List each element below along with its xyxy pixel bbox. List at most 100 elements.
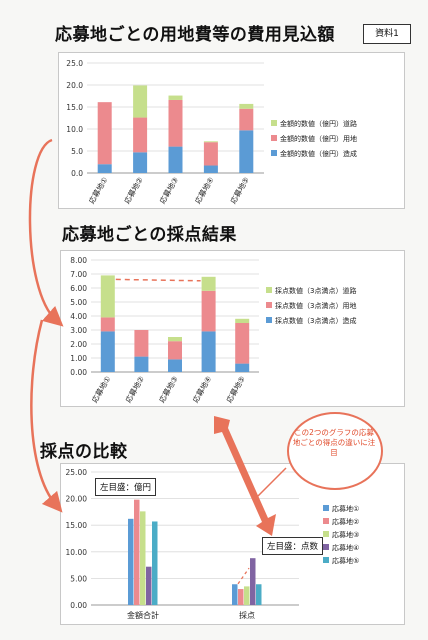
bar-segment — [168, 146, 183, 173]
legend-label: 応募地③ — [332, 530, 359, 539]
y-tick-label: 4.00 — [70, 312, 87, 321]
bar-segment — [235, 318, 250, 323]
legend-swatch — [271, 120, 277, 126]
y-tick-label: 5.0 — [71, 147, 83, 156]
bar-segment — [134, 356, 149, 372]
page-title-score: 応募地ごとの採点結果 — [62, 225, 237, 245]
cost-chart-panel: 0.0 5.0 10.0 15.0 20.0 25.0 応募地① 応募地② 応募地③ 応募地④ 応募… — [58, 52, 405, 209]
bar-segment — [168, 99, 183, 147]
bar-segment — [201, 331, 216, 372]
legend-swatch — [266, 302, 272, 308]
bar — [146, 566, 152, 605]
legend-label: 応募地⑤ — [332, 556, 359, 565]
bar-segment — [235, 363, 250, 372]
legend-swatch — [271, 135, 277, 141]
bar-segment — [133, 85, 148, 118]
bar-segment — [97, 164, 112, 173]
legend-label: 金額的数値（億円）道路 — [280, 119, 357, 128]
y-tick-label: 25.0 — [66, 59, 83, 68]
legend-swatch — [323, 544, 329, 550]
legend-label: 金額的数値（億円）用地 — [280, 134, 357, 143]
bar-segment — [168, 359, 182, 372]
legend-label: 金額的数値（億円）造成 — [280, 149, 357, 158]
page-title-comparison: 採点の比較 — [40, 442, 128, 462]
bar-segment — [100, 331, 115, 372]
bar — [152, 521, 158, 605]
y-tick-label: 8.00 — [70, 256, 87, 265]
legend-swatch — [323, 518, 329, 524]
y-tick-label: 2.00 — [70, 340, 87, 349]
bar-segment — [133, 117, 148, 153]
flow-arrow-2 — [30, 319, 63, 513]
y-tick-label: 15.0 — [66, 103, 83, 112]
legend-label: 応募地② — [332, 517, 359, 526]
bar — [256, 584, 262, 605]
bar-segment — [239, 130, 254, 173]
double-arrow — [214, 416, 276, 536]
comparison-chart: 0.00 5.00 10.00 15.00 20.00 25.00 金額合計 採点 応募地① 応募… — [66, 468, 360, 620]
y-tick-label: 25.00 — [66, 468, 88, 477]
y-tick-label: 1.00 — [70, 354, 87, 363]
bar-segment — [239, 103, 254, 109]
bar — [134, 499, 140, 605]
y-tick-label: 0.00 — [70, 368, 87, 377]
legend-swatch — [323, 531, 329, 537]
legend-label: 応募地① — [332, 504, 359, 513]
y-tick-label: 5.00 — [70, 574, 87, 583]
bar-segment — [100, 317, 115, 332]
document-badge: 資料1 — [363, 24, 411, 44]
y-tick-label: 10.0 — [66, 125, 83, 134]
legend-swatch — [266, 287, 272, 293]
bar — [238, 589, 244, 605]
score-chart: 0.001.002.003.004.005.006.007.008.00応募地①… — [70, 256, 356, 404]
y-tick-label: 10.00 — [66, 548, 88, 557]
bar — [250, 558, 256, 605]
x-tick-label: 採点 — [239, 610, 255, 620]
bar — [232, 584, 238, 605]
right-axis-note: 左目盛：点数 — [262, 537, 324, 555]
x-tick-label: 金額合計 — [127, 610, 159, 620]
bar-segment — [203, 142, 218, 166]
y-tick-label: 5.00 — [70, 298, 87, 307]
legend-swatch — [323, 505, 329, 511]
y-tick-label: 15.00 — [66, 521, 88, 530]
bar — [244, 586, 250, 605]
bar-segment — [203, 141, 218, 143]
bar-segment — [239, 108, 254, 131]
y-tick-label: 0.00 — [70, 601, 87, 610]
legend-swatch — [271, 150, 277, 156]
legend-label: 応募地④ — [332, 543, 359, 552]
flow-arrow-1 — [28, 138, 64, 327]
legend-swatch — [266, 317, 272, 323]
legend-label: 採点数値（3点満点）用地 — [275, 301, 356, 310]
y-tick-label: 20.00 — [66, 495, 88, 504]
bar-segment — [168, 95, 183, 100]
y-tick-label: 20.0 — [66, 81, 83, 90]
left-axis-note: 左目盛：億円 — [95, 478, 157, 496]
legend-swatch — [323, 557, 329, 563]
bar-segment — [133, 152, 148, 173]
bar — [128, 518, 134, 605]
y-tick-label: 6.00 — [70, 284, 87, 293]
page-title-cost: 応募地ごとの用地費等の費用見込額 — [55, 25, 335, 45]
bar-segment — [168, 337, 182, 342]
bar-segment — [168, 341, 182, 360]
score-chart-panel: 0.00 1.00 2.00 3.00 4.00 5.00 6.00 7.00 8.00 応募地①… — [60, 250, 405, 407]
bar — [140, 511, 146, 605]
bar-segment — [201, 290, 216, 332]
bar-segment — [134, 330, 149, 357]
bar-segment — [235, 323, 250, 364]
bar-segment — [201, 276, 216, 291]
legend-label: 採点数値（3点満点）造成 — [275, 316, 356, 325]
callout-bubble — [287, 412, 383, 490]
y-tick-label: 3.00 — [70, 326, 87, 335]
bar-segment — [97, 102, 112, 165]
bar-segment — [100, 275, 115, 318]
y-tick-label: 0.0 — [71, 169, 83, 178]
bar-segment — [203, 165, 218, 173]
callout-text: この2つのグラフの応募地ごとの得点の違いに注目 — [292, 428, 376, 457]
legend-label: 採点数値（3点満点）道路 — [275, 286, 356, 295]
y-tick-label: 7.00 — [70, 270, 87, 279]
